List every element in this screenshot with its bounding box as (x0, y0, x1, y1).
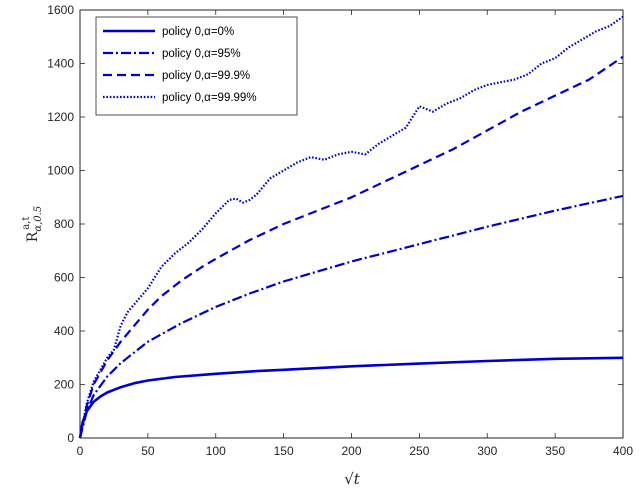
x-tick-label: 100 (206, 444, 226, 458)
svg-text:Rα,0.5a,t: Rα,0.5a,t (21, 206, 44, 242)
y-tick-label: 1200 (47, 110, 74, 124)
y-tick-label: 1400 (47, 57, 74, 71)
x-tick-labels: 0 50 100 150 200 250 300 350 400 (77, 444, 634, 458)
legend-label-3: policy 0,α=99.99% (162, 92, 257, 104)
x-tick-label: 350 (545, 444, 565, 458)
y-axis-label-sub: α,0.5 (33, 206, 44, 232)
y-tick-label: 800 (54, 217, 74, 231)
series-layer (78, 15, 624, 439)
y-axis-label: Rα,0.5a,t (21, 206, 44, 242)
series-line-2 (78, 55, 624, 439)
series-line-3 (78, 15, 624, 439)
y-tick-label: 1600 (47, 3, 74, 17)
y-tick-label: 600 (54, 271, 74, 285)
x-tick-label: 300 (477, 444, 497, 458)
y-tick-label: 1000 (47, 164, 74, 178)
x-tick-label: 250 (409, 444, 429, 458)
series-line-1 (78, 194, 624, 439)
x-tick-label: 0 (77, 444, 84, 458)
legend: policy 0,α=0% policy 0,α=95% policy 0,α=99… (95, 16, 298, 116)
legend-label-2: policy 0,α=99.9% (162, 70, 250, 82)
x-tick-label: 400 (613, 444, 633, 458)
y-tick-label: 0 (67, 431, 74, 445)
y-tick-label: 200 (54, 378, 74, 392)
legend-label-0: policy 0,α=0% (162, 26, 234, 38)
y-axis-label-main: R (25, 231, 41, 242)
y-tick-label: 400 (54, 324, 74, 338)
legend-box (95, 16, 298, 116)
x-tick-label: 200 (341, 444, 361, 458)
tick-layer (79, 9, 624, 439)
y-tick-labels: 0 200 400 600 800 1000 1200 1400 1600 (47, 3, 74, 445)
x-axis-label: √t (344, 470, 361, 488)
x-tick-label: 50 (141, 444, 155, 458)
y-axis-label-sup: a,t (21, 217, 32, 230)
series-line-0 (78, 356, 624, 439)
legend-label-1: policy 0,α=95% (162, 48, 241, 60)
x-tick-label: 150 (274, 444, 294, 458)
